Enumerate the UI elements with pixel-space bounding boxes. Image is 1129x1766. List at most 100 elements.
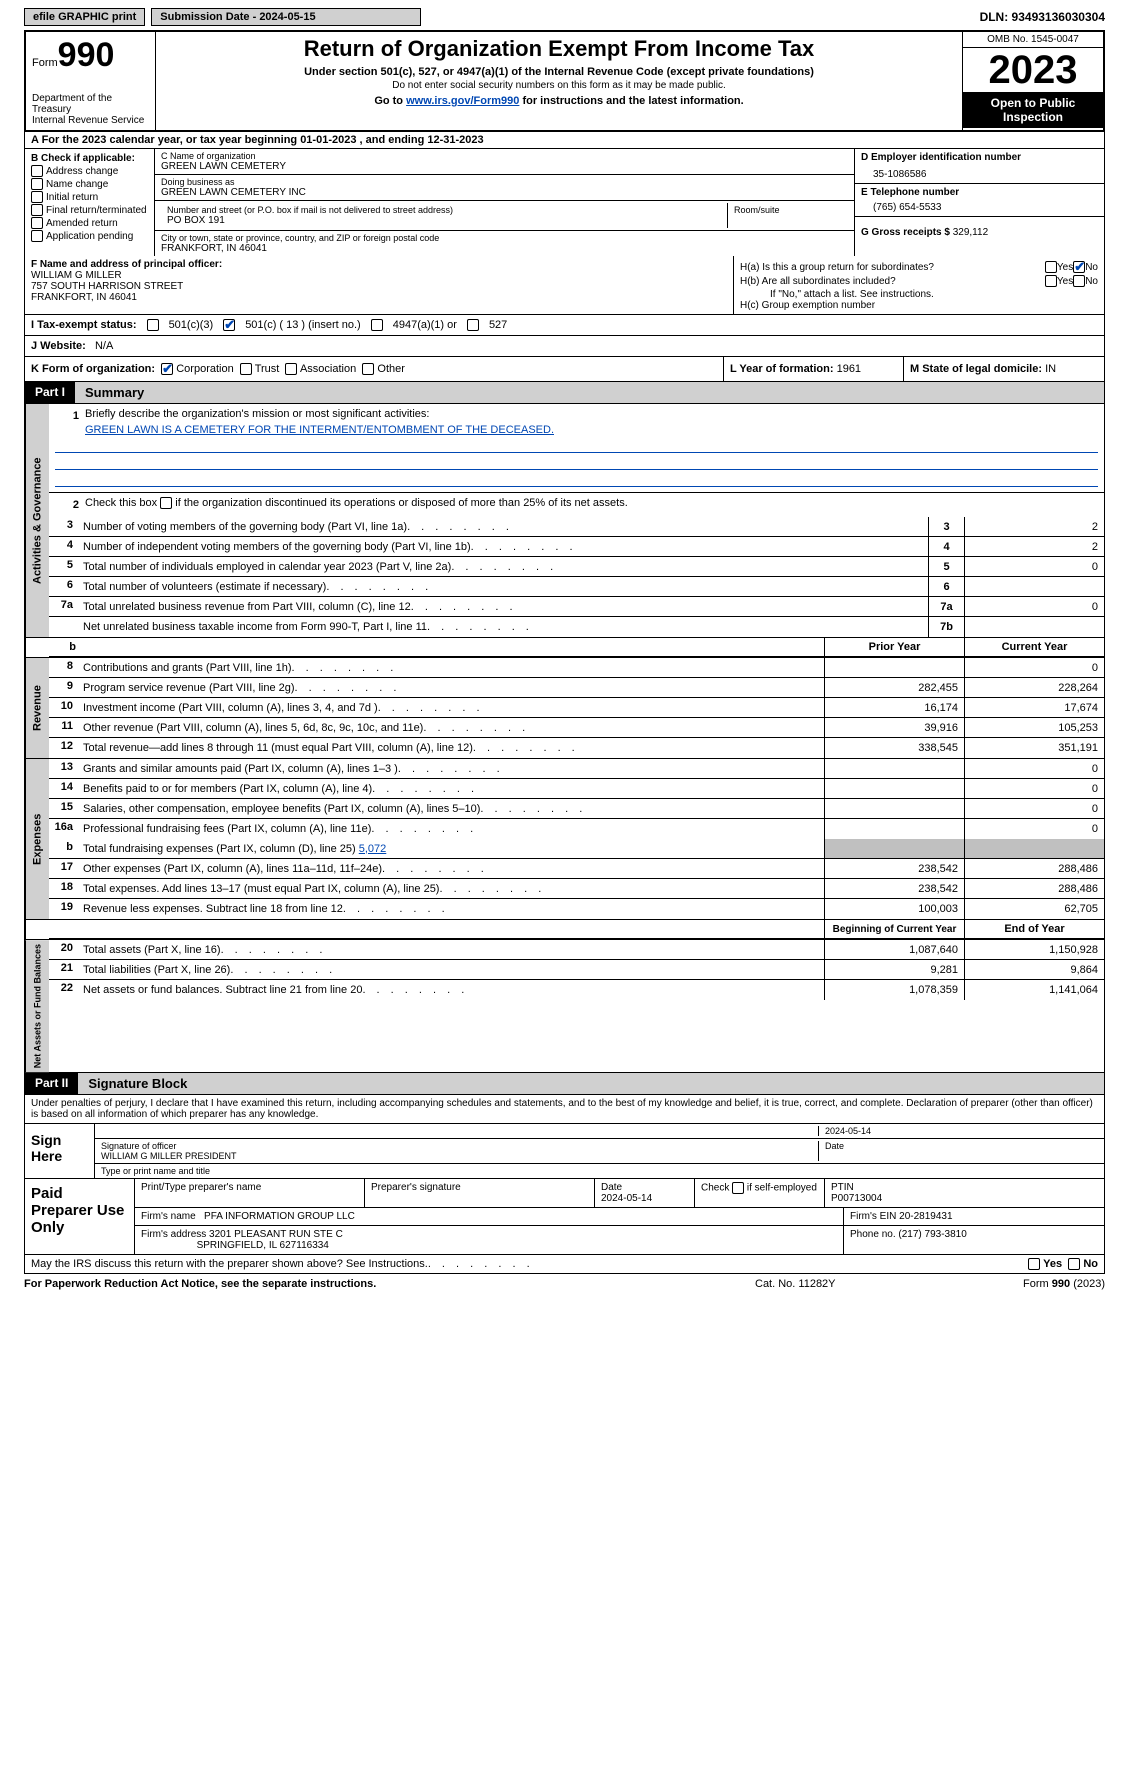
room-suite-lbl: Room/suite [728, 203, 848, 228]
governance-label: Activities & Governance [25, 404, 49, 637]
firm-ein: 20-2819431 [899, 1211, 952, 1222]
ha-yes[interactable] [1045, 261, 1057, 273]
ein-value: 35-1086586 [861, 163, 1098, 180]
officer-sig: WILLIAM G MILLER PRESIDENT [101, 1151, 818, 1161]
prep-date: 2024-05-14 [601, 1193, 652, 1204]
org-name: GREEN LAWN CEMETERY [161, 161, 848, 172]
public-inspection: Open to Public Inspection [963, 92, 1103, 128]
chk-amended[interactable] [31, 217, 43, 229]
form-number: Form990 [32, 36, 149, 75]
chk-501c[interactable] [223, 319, 235, 331]
chk-address-change[interactable] [31, 165, 43, 177]
row-a-period: A For the 2023 calendar year, or tax yea… [24, 132, 1105, 149]
submission-btn[interactable]: Submission Date - 2024-05-15 [151, 8, 421, 26]
top-bar: efile GRAPHIC print Submission Date - 20… [24, 8, 1105, 26]
ha-no[interactable] [1073, 261, 1085, 273]
chk-4947[interactable] [371, 319, 383, 331]
hb-no[interactable] [1073, 275, 1085, 287]
omb-number: OMB No. 1545-0047 [963, 32, 1103, 48]
chk-other[interactable] [362, 363, 374, 375]
type-name-lbl: Type or print name and title [95, 1164, 1104, 1178]
netassets-label: Net Assets or Fund Balances [25, 940, 49, 1072]
sig-officer-lbl: Signature of officer [101, 1141, 818, 1151]
chk-501c3[interactable] [147, 319, 159, 331]
ha-lbl: H(a) Is this a group return for subordin… [740, 262, 1045, 273]
discuss-yes[interactable] [1028, 1258, 1040, 1270]
part2-num: Part II [25, 1073, 78, 1094]
chk-final-return[interactable] [31, 204, 43, 216]
signature-section: Under penalties of perjury, I declare th… [24, 1095, 1105, 1255]
col-eoy: End of Year [964, 920, 1104, 938]
part1-num: Part I [25, 382, 75, 403]
expenses-section: Expenses 13Grants and similar amounts pa… [24, 759, 1105, 920]
chk-assoc[interactable] [285, 363, 297, 375]
pra-notice: For Paperwork Reduction Act Notice, see … [24, 1278, 755, 1290]
hc-lbl: H(c) Group exemption number [740, 300, 1098, 311]
officer-name: WILLIAM G MILLER [31, 270, 727, 281]
officer-addr1: 757 SOUTH HARRISON STREET [31, 281, 727, 292]
mission: GREEN LAWN IS A CEMETERY FOR THE INTERME… [85, 424, 554, 436]
city-lbl: City or town, state or province, country… [161, 233, 848, 243]
part2-title: Signature Block [78, 1073, 1104, 1094]
revenue-section: Revenue 8Contributions and grants (Part … [24, 658, 1105, 759]
row-k: K Form of organization: Corporation Trus… [24, 357, 1105, 382]
prep-sig-lbl: Preparer's signature [365, 1179, 595, 1207]
street-address: PO BOX 191 [167, 215, 721, 226]
ein-lbl: D Employer identification number [861, 152, 1098, 163]
form-title: Return of Organization Exempt From Incom… [164, 36, 954, 62]
sig-declaration: Under penalties of perjury, I declare th… [25, 1095, 1104, 1123]
officer-addr2: FRANKFORT, IN 46041 [31, 292, 727, 303]
goto-link: Go to www.irs.gov/Form990 for instructio… [164, 95, 954, 107]
chk-discontinued[interactable] [160, 497, 172, 509]
sign-here: Sign Here [25, 1124, 95, 1178]
form-subtitle: Under section 501(c), 527, or 4947(a)(1)… [164, 66, 954, 78]
line1-lbl: Briefly describe the organization's miss… [85, 408, 429, 424]
ssn-note: Do not enter social security numbers on … [164, 80, 954, 91]
form-header: Form990 Department of the Treasury Inter… [24, 30, 1105, 132]
chk-527[interactable] [467, 319, 479, 331]
f-lbl: F Name and address of principal officer: [31, 259, 727, 270]
m-lbl: M State of legal domicile: [910, 363, 1042, 375]
k-lbl: K Form of organization: [31, 363, 155, 375]
part1-title: Summary [75, 382, 1104, 403]
col-b: b [49, 638, 79, 656]
discuss-no[interactable] [1068, 1258, 1080, 1270]
chk-name-change[interactable] [31, 178, 43, 190]
irs-link[interactable]: www.irs.gov/Form990 [406, 95, 519, 107]
line-b: Total fundraising expenses (Part IX, col… [83, 843, 356, 855]
firm-name: PFA INFORMATION GROUP LLC [204, 1211, 355, 1222]
j-lbl: J Website: [31, 340, 86, 352]
col-current: Current Year [964, 638, 1104, 656]
cat-no: Cat. No. 11282Y [755, 1278, 955, 1290]
row-i: I Tax-exempt status: 501(c)(3) 501(c) ( … [24, 315, 1105, 336]
hb-note: If "No," attach a list. See instructions… [740, 289, 1098, 300]
section-fh: F Name and address of principal officer:… [24, 256, 1105, 315]
chk-app-pending[interactable] [31, 230, 43, 242]
col-prior: Prior Year [824, 638, 964, 656]
part2-bar: Part II Signature Block [24, 1073, 1105, 1095]
c-name-lbl: C Name of organization [161, 151, 848, 161]
dept-treasury: Department of the Treasury Internal Reve… [32, 93, 149, 126]
dba-name: GREEN LAWN CEMETERY INC [161, 187, 848, 198]
date-lbl: Date [818, 1141, 1098, 1161]
i-lbl: I Tax-exempt status: [31, 319, 137, 331]
chk-initial-return[interactable] [31, 191, 43, 203]
hb-yes[interactable] [1045, 275, 1057, 287]
chk-self-employed[interactable] [732, 1182, 744, 1194]
l-lbl: L Year of formation: [730, 363, 834, 375]
website: N/A [95, 340, 113, 352]
hb-lbl: H(b) Are all subordinates included? [740, 276, 1045, 287]
tax-year: 2023 [963, 48, 1103, 92]
ptin: P00713004 [831, 1193, 882, 1204]
efile-btn[interactable]: efile GRAPHIC print [24, 8, 145, 26]
line2: Check this box if the organization disco… [85, 497, 628, 513]
discuss-text: May the IRS discuss this return with the… [31, 1258, 428, 1270]
line-b-val: 5,072 [359, 843, 387, 855]
netassets-section: Net Assets or Fund Balances 20Total asse… [24, 940, 1105, 1073]
dba-lbl: Doing business as [161, 177, 848, 187]
dln: DLN: 93493136030304 [980, 10, 1105, 24]
chk-corp[interactable] [161, 363, 173, 375]
governance-section: Activities & Governance 1Briefly describ… [24, 404, 1105, 638]
chk-trust[interactable] [240, 363, 252, 375]
bottom-line: For Paperwork Reduction Act Notice, see … [24, 1274, 1105, 1294]
